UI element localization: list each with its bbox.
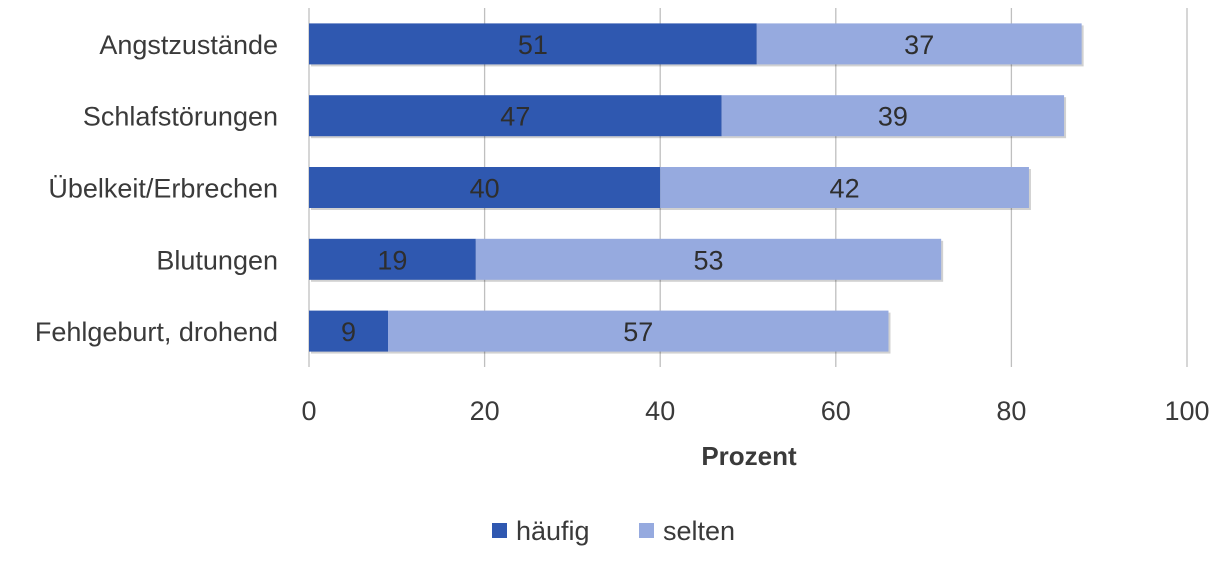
data-label: 19 [377,245,407,275]
data-label: 47 [500,102,530,132]
category-label: Blutungen [156,245,278,275]
x-tick-label: 80 [996,396,1026,426]
data-label: 42 [830,174,860,204]
category-label: Übelkeit/Erbrechen [48,174,278,204]
data-label: 9 [341,317,356,347]
bar-selten [475,238,942,280]
x-tick-label: 40 [645,396,675,426]
bar-häufig [309,167,661,208]
bar-selten [388,310,889,352]
legend: häufig selten [492,516,735,546]
data-label: 57 [623,317,653,347]
bar-selten [660,167,1029,208]
x-tick-label: 0 [301,396,316,426]
legend-swatch-selten [639,523,654,538]
bar-häufig [309,95,722,137]
bar-häufig [309,310,389,352]
legend-label: häufig [516,516,590,546]
bar-selten [721,95,1065,137]
legend-swatch-häufig [492,523,507,538]
x-tick-label: 100 [1164,396,1209,426]
bars [309,23,1084,354]
x-tick-label: 20 [470,396,500,426]
x-tick-label: 60 [821,396,851,426]
bar-häufig [309,23,757,65]
data-label: 39 [878,102,908,132]
legend-label: selten [663,516,735,546]
bar-selten [756,23,1082,65]
data-label: 37 [904,30,934,60]
x-axis-title: Prozent [701,441,797,471]
data-label: 53 [693,245,723,275]
category-label: Angstzustände [99,30,278,60]
data-label: 51 [518,30,548,60]
category-label: Schlafstörungen [83,102,278,132]
labels: 0 20 40 60 80 100 51 37 Angstzustände 47 39 Schlafs… [35,30,1210,426]
data-label: 40 [470,174,500,204]
bar-häufig [309,238,476,280]
category-label: Fehlgeburt, drohend [35,317,278,347]
